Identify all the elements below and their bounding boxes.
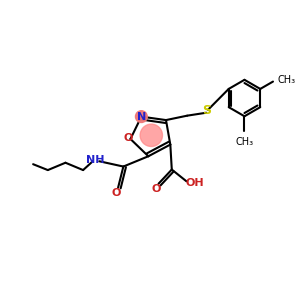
Text: N: N xyxy=(137,112,146,122)
Text: O: O xyxy=(124,133,133,143)
Text: OH: OH xyxy=(185,178,204,188)
Circle shape xyxy=(136,111,147,122)
Text: CH₃: CH₃ xyxy=(236,137,253,147)
Text: O: O xyxy=(152,184,161,194)
Text: O: O xyxy=(112,188,121,198)
Circle shape xyxy=(140,124,163,146)
Text: CH₃: CH₃ xyxy=(278,75,296,85)
Text: NH: NH xyxy=(86,155,105,165)
Text: S: S xyxy=(202,104,211,117)
